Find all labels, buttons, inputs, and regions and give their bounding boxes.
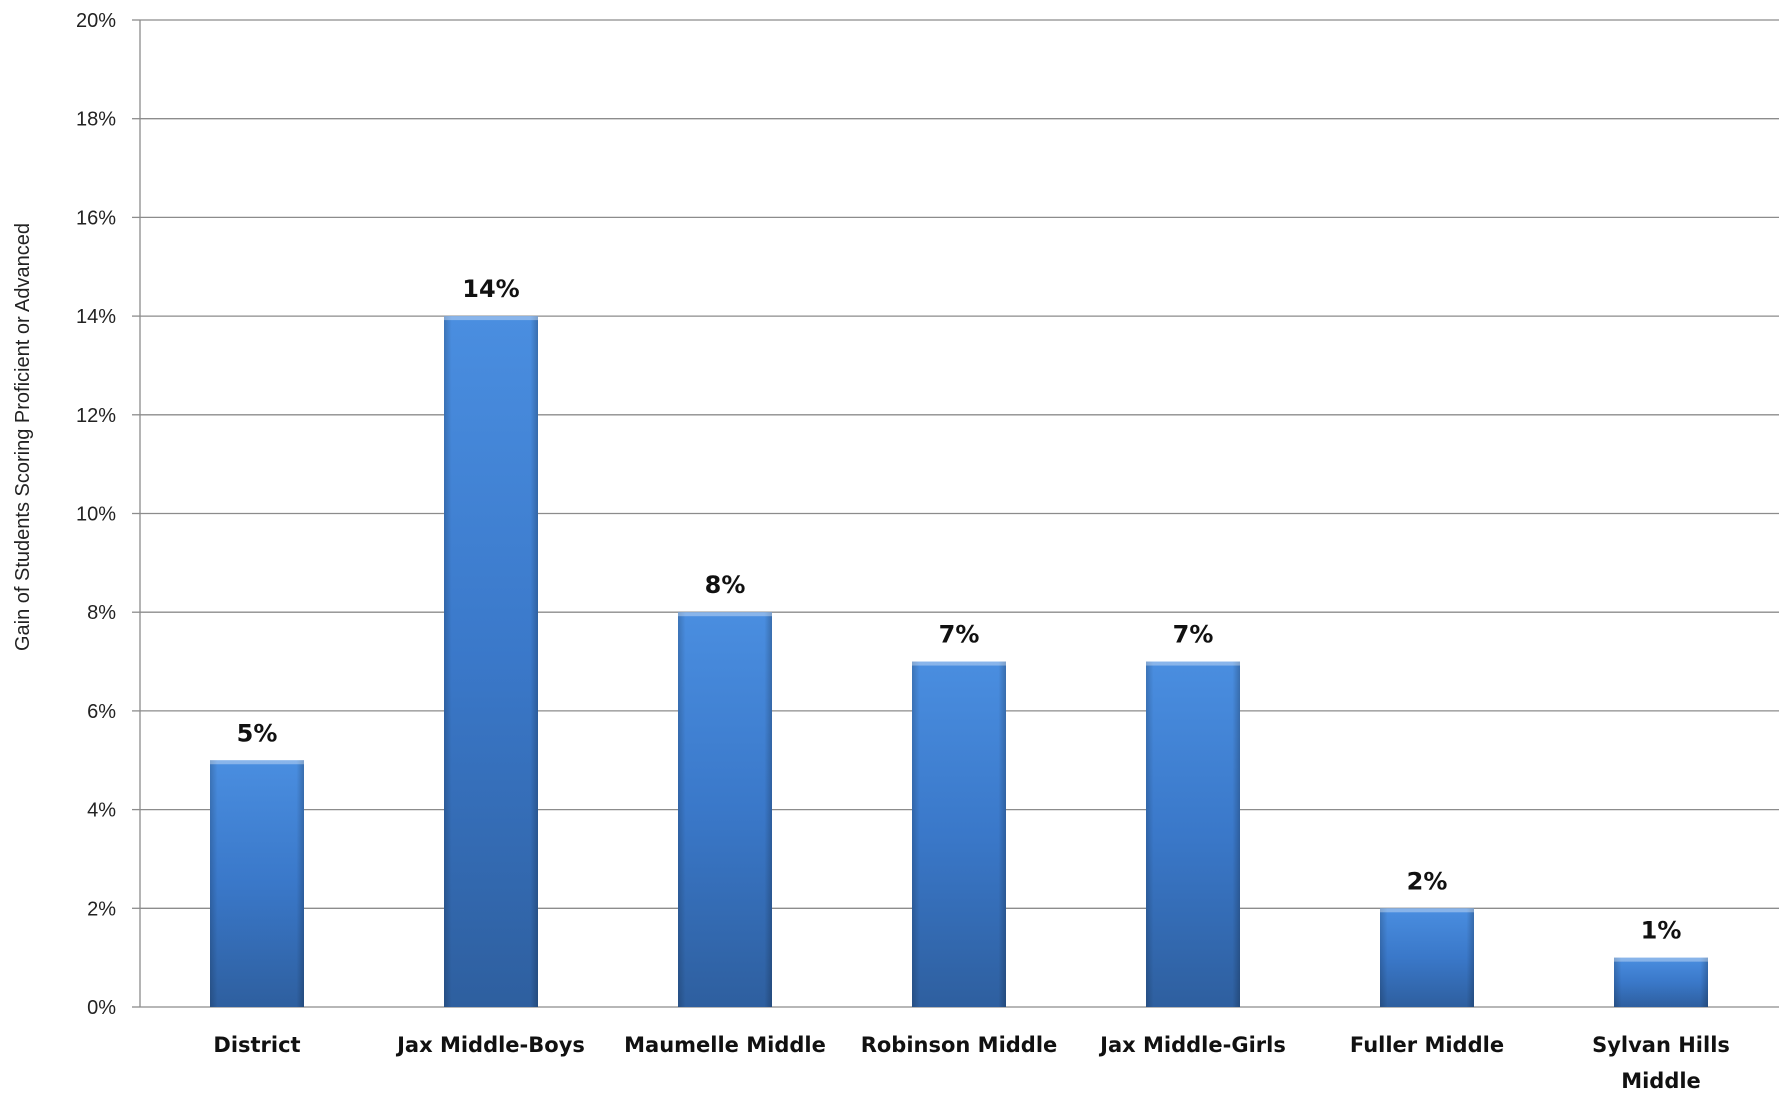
y-tick-label: 14%	[76, 306, 116, 328]
bar-highlight	[1146, 661, 1240, 666]
category-label: Sylvan Hills Middle	[1592, 1033, 1730, 1093]
bar-group	[678, 612, 772, 1007]
bar-shade	[210, 760, 304, 1007]
bar-highlight	[912, 661, 1006, 666]
data-label: 7%	[939, 621, 980, 649]
data-label: 2%	[1407, 867, 1448, 895]
bar-highlight	[1380, 908, 1474, 913]
y-axis-ticks: 0% 2% 4% 6% 8% 10% 12% 14% 16% 18% 20%	[76, 10, 116, 1019]
y-tick-label: 12%	[76, 405, 116, 427]
y-tick-label: 16%	[76, 207, 116, 229]
data-labels: 5% 14% 8% 7% 7% 2% 1%	[237, 275, 1682, 945]
bars	[210, 316, 1708, 1008]
bar-highlight	[1614, 957, 1708, 962]
bar-group	[912, 661, 1006, 1007]
data-label: 7%	[1173, 621, 1214, 649]
bar-highlight	[210, 760, 304, 765]
bar-highlight	[678, 612, 772, 617]
data-label: 8%	[705, 571, 746, 599]
y-tick-label: 10%	[76, 504, 116, 526]
bar-shade	[1146, 661, 1240, 1007]
category-label-line: District	[213, 1033, 300, 1057]
bar-group	[1614, 957, 1708, 1007]
y-tick-label: 18%	[76, 109, 116, 131]
data-label: 14%	[462, 275, 519, 303]
category-label-line: Maumelle Middle	[624, 1033, 826, 1057]
data-label: 5%	[237, 719, 278, 747]
category-label-line: Jax Middle-Boys	[395, 1033, 585, 1057]
y-tick-label: 8%	[87, 602, 116, 624]
category-label: Jax Middle-Boys	[395, 1033, 585, 1057]
y-tick-label: 20%	[76, 10, 116, 32]
bar-highlight	[444, 316, 538, 321]
bar-shade	[444, 316, 538, 1008]
bar-shade	[1614, 957, 1708, 1007]
category-label: Fuller Middle	[1350, 1033, 1504, 1057]
category-label-line: Fuller Middle	[1350, 1033, 1504, 1057]
bar-shade	[912, 661, 1006, 1007]
category-label: Robinson Middle	[861, 1033, 1058, 1057]
category-label: District	[213, 1033, 300, 1057]
category-label-line: Middle	[1621, 1069, 1701, 1093]
y-tick-label: 6%	[87, 701, 116, 723]
category-label-line: Robinson Middle	[861, 1033, 1058, 1057]
x-axis-categories: District Jax Middle-Boys Maumelle Middle Ro…	[213, 1033, 1730, 1093]
data-label: 1%	[1641, 917, 1682, 945]
y-tick-label: 4%	[87, 800, 116, 822]
y-tick-label: 2%	[87, 898, 116, 920]
bar-group	[210, 760, 304, 1007]
bar-group	[1380, 908, 1474, 1007]
y-axis-label: Gain of Students Scoring Proficient or A…	[12, 223, 34, 651]
category-label: Jax Middle-Girls	[1098, 1033, 1286, 1057]
bar-shade	[1380, 908, 1474, 1007]
category-label-line: Sylvan Hills	[1592, 1033, 1730, 1057]
bar-group	[444, 316, 538, 1008]
bar-shade	[678, 612, 772, 1007]
category-label-line: Jax Middle-Girls	[1098, 1033, 1286, 1057]
bar-group	[1146, 661, 1240, 1007]
y-tick-label: 0%	[87, 997, 116, 1019]
category-label: Maumelle Middle	[624, 1033, 826, 1057]
